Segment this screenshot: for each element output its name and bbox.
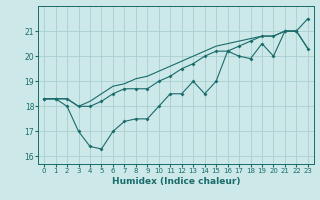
X-axis label: Humidex (Indice chaleur): Humidex (Indice chaleur)	[112, 177, 240, 186]
